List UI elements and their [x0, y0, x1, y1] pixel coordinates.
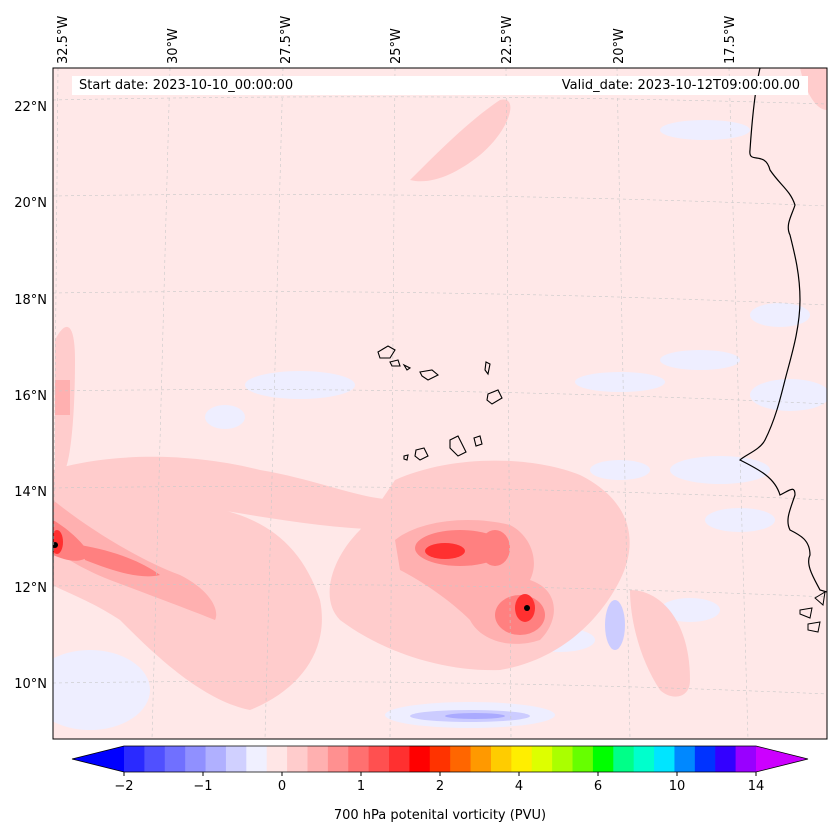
- colorbar-swatch: [205, 746, 227, 772]
- colorbar-extend-min: [72, 746, 124, 772]
- colorbar-swatch: [266, 746, 288, 772]
- cape-verde-islands: [377, 345, 503, 461]
- lat-label: 12°N: [14, 581, 47, 596]
- colorbar-swatch: [450, 746, 472, 772]
- colorbar-tick-label: −1: [193, 779, 212, 794]
- colorbar-swatch: [592, 746, 614, 772]
- colorbar: [71, 745, 809, 773]
- colorbar-swatch: [552, 746, 574, 772]
- colorbar-extend-max: [756, 746, 808, 772]
- lon-label: 22.5°W: [500, 16, 515, 64]
- colorbar-swatch: [633, 746, 655, 772]
- colorbar-tick-label: 1: [357, 779, 365, 794]
- lat-label: 14°N: [14, 485, 47, 500]
- colorbar-swatch: [715, 746, 737, 772]
- colorbar-swatch: [531, 746, 553, 772]
- colorbar-tick-label: 14: [748, 779, 765, 794]
- colorbar-title: 700 hPa potenital vorticity (PVU): [333, 808, 547, 823]
- latitude-labels: 22°N 20°N 18°N 16°N 14°N 12°N 10°N: [14, 100, 47, 692]
- map-panel: [53, 68, 827, 739]
- colorbar-swatch: [307, 746, 329, 772]
- colorbar-swatch: [348, 746, 370, 772]
- start-date-label: Start date: 2023-10-10_00:00:00: [79, 78, 294, 93]
- colorbar-tick-label: −2: [114, 779, 133, 794]
- colorbar-swatch: [429, 746, 451, 772]
- colorbar-swatch: [674, 746, 696, 772]
- colorbar-tick-label: 6: [594, 779, 602, 794]
- colorbar-tick-label: 2: [436, 779, 444, 794]
- colorbar-swatch: [511, 746, 533, 772]
- lon-label: 27.5°W: [279, 16, 294, 64]
- colorbar-tick-label: 4: [515, 779, 523, 794]
- colorbar-swatch: [735, 746, 757, 772]
- colorbar-swatch: [470, 746, 492, 772]
- longitude-labels: 32.5°W 30°W 27.5°W 25°W 22.5°W 20°W 17.5…: [56, 16, 738, 64]
- africa-coastline: [738, 68, 827, 593]
- colorbar-swatch: [368, 746, 390, 772]
- colorbar-tick-label: 10: [669, 779, 686, 794]
- colorbar-swatch: [246, 746, 268, 772]
- colorbar-swatch: [144, 746, 166, 772]
- negative-pv-core: [445, 713, 505, 719]
- lon-label: 20°W: [612, 28, 627, 64]
- colorbar-swatch: [490, 746, 512, 772]
- colorbar-swatch: [694, 746, 716, 772]
- lat-label: 18°N: [14, 293, 47, 308]
- lon-label: 17.5°W: [723, 16, 738, 64]
- lat-label: 10°N: [14, 677, 47, 692]
- graticule: [53, 68, 827, 739]
- map-frame: [52, 67, 828, 740]
- lat-label: 16°N: [14, 389, 47, 404]
- colorbar-swatch: [225, 746, 247, 772]
- colorbar-ticks: −2 −1 0 1 2 4 6 10 14: [114, 772, 764, 794]
- colorbar-swatch: [124, 746, 145, 772]
- lon-label: 30°W: [166, 28, 181, 64]
- colorbar-tick-label: 0: [278, 779, 286, 794]
- lat-label: 22°N: [14, 100, 47, 115]
- colorbar-swatch: [327, 746, 349, 772]
- coast-detail: [799, 591, 826, 633]
- colorbar-swatch: [654, 746, 675, 772]
- colorbar-swatch: [389, 746, 410, 772]
- lon-label: 25°W: [389, 28, 404, 64]
- colorbar-swatch: [164, 746, 186, 772]
- date-stamp-box: Start date: 2023-10-10_00:00:00 Valid_da…: [72, 76, 808, 95]
- lat-label: 20°N: [14, 196, 47, 211]
- colorbar-swatch: [572, 746, 594, 772]
- lon-label: 32.5°W: [56, 16, 71, 64]
- colorbar-swatch: [613, 746, 635, 772]
- pv-extreme-points: [53, 542, 530, 611]
- colorbar-swatch: [185, 746, 207, 772]
- colorbar-swatch: [287, 746, 308, 772]
- valid-date-label: Valid_date: 2023-10-12T09:00:00.00: [561, 78, 800, 93]
- colorbar-swatch: [409, 746, 431, 772]
